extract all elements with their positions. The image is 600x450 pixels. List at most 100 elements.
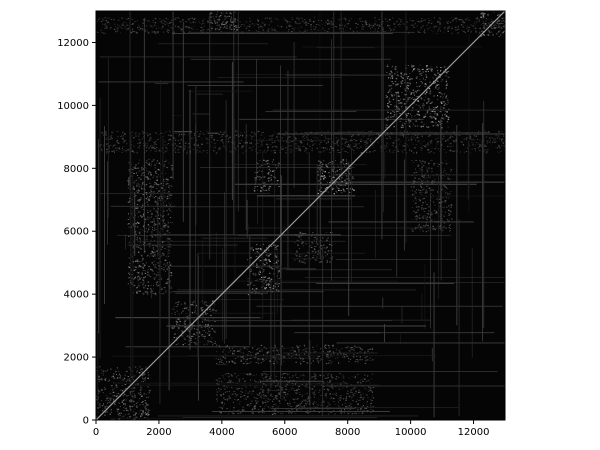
heatmap-cell xyxy=(116,395,118,398)
heatmap-cell xyxy=(357,382,359,384)
heatmap-cell xyxy=(242,406,244,408)
heatmap-cell xyxy=(413,136,415,138)
heatmap-cell xyxy=(344,409,346,411)
heatmap-cell xyxy=(447,99,449,101)
heatmap-cell xyxy=(164,173,167,174)
heatmap-cell xyxy=(214,20,215,22)
heatmap-cell xyxy=(205,137,207,139)
heatmap-cell xyxy=(137,177,139,179)
heatmap-cell xyxy=(368,387,370,388)
heatmap-cell xyxy=(135,412,137,414)
heatmap-cell xyxy=(289,136,291,138)
heatmap-cell xyxy=(99,405,101,407)
heatmap-cell xyxy=(124,133,126,135)
heatmap-cell xyxy=(250,248,252,250)
heatmap-cell xyxy=(370,390,372,392)
heatmap-cell xyxy=(255,248,257,250)
heatmap-cell xyxy=(210,12,212,14)
heatmap-cell xyxy=(144,412,146,414)
heatmap-cell xyxy=(238,387,240,389)
heatmap-cell xyxy=(319,375,321,377)
heatmap-cell xyxy=(301,406,304,408)
heatmap-cell xyxy=(302,138,304,140)
heatmap-cell xyxy=(311,140,313,142)
heatmap-cell xyxy=(146,162,149,164)
heatmap-cell xyxy=(330,386,332,388)
heatmap-cell xyxy=(448,219,450,221)
heatmap-cell xyxy=(480,145,482,148)
heatmap-cell xyxy=(306,135,308,137)
heatmap-cell xyxy=(171,185,173,187)
heatmap-cell xyxy=(109,393,112,395)
heatmap-cell xyxy=(436,113,438,115)
heatmap-cell xyxy=(148,409,151,411)
heatmap-cell xyxy=(241,146,243,148)
heatmap-cell xyxy=(431,121,433,123)
heatmap-cell xyxy=(146,413,148,414)
heatmap-cell xyxy=(147,195,149,197)
heatmap-cell xyxy=(146,404,148,406)
heatmap-cell xyxy=(400,83,403,85)
heatmap-cell xyxy=(336,180,337,182)
heatmap-cell xyxy=(218,18,220,20)
heatmap-cell xyxy=(314,376,316,378)
heatmap-cell xyxy=(265,359,267,360)
heatmap-cell xyxy=(141,274,143,276)
heatmap-cell xyxy=(388,99,390,101)
heatmap-cell xyxy=(145,150,148,152)
heatmap-cell xyxy=(134,414,136,416)
heatmap-cell xyxy=(298,354,300,356)
heatmap-cell xyxy=(251,136,253,138)
heatmap-cell xyxy=(255,381,257,382)
heatmap-cell xyxy=(122,415,125,417)
heatmap-cell xyxy=(150,138,152,140)
heatmap-cell xyxy=(446,111,448,113)
heatmap-cell xyxy=(131,283,134,284)
heatmap-cell xyxy=(366,142,368,145)
heatmap-cell xyxy=(112,398,115,400)
heatmap-cell xyxy=(218,378,221,379)
heatmap-cell xyxy=(147,274,149,276)
heatmap-cell xyxy=(272,400,274,402)
heatmap-cell xyxy=(327,356,329,359)
heatmap-cell xyxy=(310,139,312,140)
heatmap-cell xyxy=(308,355,310,358)
heatmap-cell xyxy=(268,266,271,268)
heatmap-cell xyxy=(115,384,118,386)
heatmap-cell xyxy=(246,354,249,356)
heatmap-cell xyxy=(143,393,145,395)
heatmap-cell xyxy=(166,198,169,200)
heatmap-cell xyxy=(344,166,346,167)
heatmap-cell xyxy=(305,147,307,149)
heatmap-cell xyxy=(119,148,121,150)
heatmap-cell xyxy=(158,218,161,220)
heatmap-cell xyxy=(96,398,98,400)
heatmap-cell xyxy=(273,176,275,178)
heatmap-cell xyxy=(426,68,428,71)
heatmap-cell xyxy=(301,241,304,243)
heatmap-cell xyxy=(143,244,145,245)
heatmap-cell xyxy=(441,94,443,96)
heatmap-cell xyxy=(450,146,452,147)
heatmap-cell xyxy=(284,373,286,374)
heatmap-cell xyxy=(268,177,270,179)
heatmap-cell xyxy=(181,149,183,151)
heatmap-cell xyxy=(307,134,309,136)
heatmap-cell xyxy=(283,391,285,393)
heatmap-cell xyxy=(336,143,338,145)
heatmap-cell xyxy=(117,142,120,144)
heatmap-cell xyxy=(305,403,307,404)
heatmap-cell xyxy=(346,170,348,172)
heatmap-cell xyxy=(480,35,482,37)
heatmap-cell xyxy=(256,248,258,250)
heatmap-cell xyxy=(278,359,280,360)
heatmap-cell xyxy=(429,116,430,118)
heatmap-cell xyxy=(491,142,494,143)
heatmap-cell xyxy=(443,167,445,169)
heatmap-cell xyxy=(449,206,451,208)
heatmap-cell xyxy=(234,373,236,375)
heatmap-cell xyxy=(263,182,265,184)
heatmap-cell xyxy=(219,24,220,26)
heatmap-cell xyxy=(141,272,143,274)
